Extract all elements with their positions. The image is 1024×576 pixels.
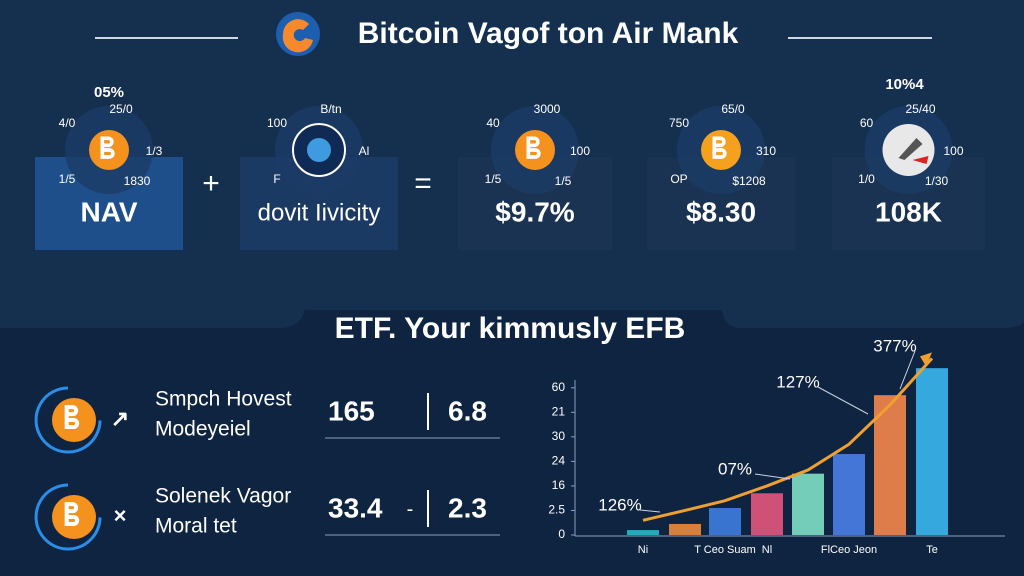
bar bbox=[833, 454, 865, 535]
card-value: $9.7% bbox=[495, 196, 574, 227]
list-number: 6.8 bbox=[448, 395, 487, 426]
x-tick-label: Nl bbox=[762, 544, 772, 556]
card-top-label: 05% bbox=[94, 84, 124, 101]
list-number: 2.3 bbox=[448, 492, 487, 523]
annotation: 126% bbox=[598, 495, 641, 514]
badge: 4/0 bbox=[59, 116, 76, 130]
coin-symbol bbox=[64, 405, 80, 430]
bar bbox=[874, 395, 906, 535]
annotation: 07% bbox=[718, 459, 752, 478]
badge: 1/30 bbox=[925, 174, 949, 188]
list-text: Solenek Vagor bbox=[155, 485, 291, 508]
badge: Al bbox=[359, 144, 370, 158]
x-tick-label: T Ceo Suam bbox=[694, 544, 756, 556]
badge: 100 bbox=[943, 144, 963, 158]
bar bbox=[669, 523, 701, 535]
badge: 65/0 bbox=[721, 102, 745, 116]
annotation: 377% bbox=[873, 336, 916, 355]
card-value: dovit Iivicity bbox=[258, 199, 381, 226]
x-tick-label: FlCeo Jeon bbox=[821, 544, 877, 556]
badge: 1/5 bbox=[555, 174, 572, 188]
bar bbox=[709, 508, 741, 535]
card-value: 108K bbox=[875, 196, 942, 227]
list-sep: - bbox=[407, 498, 414, 520]
badge: 60 bbox=[860, 116, 874, 130]
badge: F bbox=[273, 172, 280, 186]
coin-symbol bbox=[526, 136, 541, 159]
badge: 100 bbox=[570, 144, 590, 158]
y-tick-label: 60 bbox=[552, 380, 566, 394]
coin-symbol bbox=[100, 136, 115, 159]
logo-mark bbox=[282, 19, 313, 53]
coin-ring bbox=[34, 483, 102, 551]
badge: 1830 bbox=[124, 174, 151, 188]
list-text: Modeyeiel bbox=[155, 418, 251, 441]
badge: 310 bbox=[756, 144, 776, 158]
x-tick-label: Te bbox=[926, 544, 938, 556]
annotation-leader bbox=[817, 386, 869, 415]
annotation: 127% bbox=[776, 372, 819, 391]
y-tick-label: 24 bbox=[552, 454, 566, 468]
y-tick-label: 21 bbox=[552, 405, 566, 419]
list-icon: ↗ bbox=[111, 406, 129, 431]
annotation-leader bbox=[899, 350, 916, 390]
badge: 1/0 bbox=[858, 172, 875, 186]
badge: 25/40 bbox=[905, 102, 935, 116]
list-number: 33.4 bbox=[328, 492, 383, 523]
coin-symbol bbox=[64, 502, 80, 527]
icon-inner bbox=[307, 138, 331, 162]
badge: 1/5 bbox=[485, 172, 502, 186]
arrow-head bbox=[920, 352, 932, 367]
icon-inner bbox=[898, 138, 923, 160]
annotation-leader bbox=[754, 473, 791, 480]
badge: 100 bbox=[267, 116, 287, 130]
badge: 1/5 bbox=[59, 172, 76, 186]
list-icon: × bbox=[114, 503, 127, 528]
badge: 3000 bbox=[534, 102, 561, 116]
annotation-leader bbox=[639, 509, 661, 513]
badge: B/tn bbox=[320, 102, 341, 116]
y-tick-label: 30 bbox=[552, 429, 566, 443]
list-number: 165 bbox=[328, 395, 375, 426]
bar bbox=[916, 368, 948, 535]
badge: 25/0 bbox=[109, 102, 133, 116]
card-top-label: 10%4 bbox=[885, 76, 924, 93]
badge: $1208 bbox=[732, 174, 766, 188]
operator: + bbox=[202, 167, 220, 200]
y-tick-label: 0 bbox=[558, 527, 565, 541]
badge: 750 bbox=[669, 116, 689, 130]
list-text: Moral tet bbox=[155, 515, 237, 538]
title: Bitcoin Vagof ton Air Mank bbox=[358, 17, 739, 50]
badge: OP bbox=[670, 172, 687, 186]
badge: 1/3 bbox=[146, 144, 163, 158]
x-tick-label: Ni bbox=[638, 544, 648, 556]
list-text: Smpch Hovest bbox=[155, 388, 292, 411]
badge: 40 bbox=[486, 116, 500, 130]
bar bbox=[751, 493, 783, 535]
y-tick-label: 2.5 bbox=[548, 503, 565, 517]
coin-ring bbox=[34, 386, 102, 454]
bar bbox=[792, 473, 824, 535]
operator: = bbox=[414, 167, 432, 200]
y-tick-label: 16 bbox=[552, 478, 566, 492]
section-title: ETF. Your kimmusly EFB bbox=[335, 312, 686, 345]
coin-symbol bbox=[712, 136, 727, 159]
trend-line bbox=[642, 357, 934, 522]
bar bbox=[627, 530, 659, 535]
icon-accent bbox=[912, 156, 929, 164]
card-value: $8.30 bbox=[686, 196, 756, 227]
card-value: NAV bbox=[80, 196, 137, 227]
